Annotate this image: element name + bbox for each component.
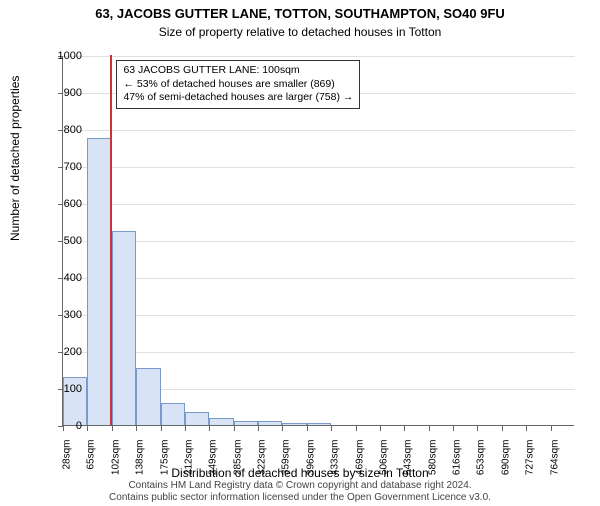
xtick-mark xyxy=(63,426,64,431)
gridline xyxy=(63,278,575,279)
ytick-mark xyxy=(58,167,63,168)
ytick-mark xyxy=(58,315,63,316)
histogram-bar xyxy=(258,421,282,425)
ytick-label: 200 xyxy=(64,346,82,358)
xtick-mark xyxy=(258,426,259,431)
ytick-label: 0 xyxy=(76,420,82,432)
xtick-mark xyxy=(551,426,552,431)
histogram-bar xyxy=(282,423,306,425)
property-marker-line xyxy=(110,55,112,425)
x-axis-label: Distribution of detached houses by size … xyxy=(0,466,600,480)
histogram-bar xyxy=(161,403,185,425)
gridline xyxy=(63,56,575,57)
footer-line-2: Contains public sector information licen… xyxy=(0,492,600,504)
gridline xyxy=(63,167,575,168)
footer-line-1: Contains HM Land Registry data © Crown c… xyxy=(0,480,600,492)
gridline xyxy=(63,352,575,353)
property-annotation: 63 JACOBS GUTTER LANE: 100sqm← 53% of de… xyxy=(116,60,360,109)
ytick-label: 700 xyxy=(64,161,82,173)
histogram-bar xyxy=(136,368,160,425)
xtick-mark xyxy=(429,426,430,431)
ytick-mark xyxy=(58,93,63,94)
ytick-label: 900 xyxy=(64,87,82,99)
xtick-mark xyxy=(161,426,162,431)
ytick-mark xyxy=(58,352,63,353)
histogram-bar xyxy=(112,231,136,425)
xtick-mark xyxy=(282,426,283,431)
xtick-mark xyxy=(307,426,308,431)
xtick-mark xyxy=(331,426,332,431)
xtick-mark xyxy=(502,426,503,431)
ytick-label: 500 xyxy=(64,235,82,247)
gridline xyxy=(63,130,575,131)
xtick-mark xyxy=(87,426,88,431)
xtick-mark xyxy=(380,426,381,431)
xtick-mark xyxy=(185,426,186,431)
histogram-bar xyxy=(87,138,111,425)
ytick-label: 1000 xyxy=(58,50,82,62)
histogram-bar xyxy=(209,418,233,425)
ytick-mark xyxy=(58,278,63,279)
histogram-bar xyxy=(307,423,331,425)
chart-title-address: 63, JACOBS GUTTER LANE, TOTTON, SOUTHAMP… xyxy=(0,6,600,21)
xtick-mark xyxy=(526,426,527,431)
ytick-label: 600 xyxy=(64,198,82,210)
chart-area: 28sqm65sqm102sqm138sqm175sqm212sqm249sqm… xyxy=(62,56,574,426)
xtick-mark xyxy=(404,426,405,431)
gridline xyxy=(63,204,575,205)
histogram-bar xyxy=(234,421,258,425)
ytick-mark xyxy=(58,130,63,131)
ytick-label: 800 xyxy=(64,124,82,136)
gridline xyxy=(63,241,575,242)
ytick-mark xyxy=(58,241,63,242)
xtick-mark xyxy=(209,426,210,431)
histogram-bar xyxy=(185,412,209,425)
xtick-mark xyxy=(136,426,137,431)
xtick-mark xyxy=(356,426,357,431)
ytick-mark xyxy=(58,204,63,205)
xtick-mark xyxy=(453,426,454,431)
annotation-line-1: 63 JACOBS GUTTER LANE: 100sqm xyxy=(123,64,353,78)
ytick-label: 400 xyxy=(64,272,82,284)
gridline xyxy=(63,315,575,316)
y-axis-label: Number of detached properties xyxy=(8,76,22,241)
ytick-label: 100 xyxy=(64,383,82,395)
ytick-label: 300 xyxy=(64,309,82,321)
annotation-line-3: 47% of semi-detached houses are larger (… xyxy=(123,91,353,105)
xtick-mark xyxy=(112,426,113,431)
xtick-mark xyxy=(234,426,235,431)
footer-attribution: Contains HM Land Registry data © Crown c… xyxy=(0,480,600,504)
chart-subtitle: Size of property relative to detached ho… xyxy=(0,25,600,39)
xtick-mark xyxy=(477,426,478,431)
plot-area: 28sqm65sqm102sqm138sqm175sqm212sqm249sqm… xyxy=(62,56,574,426)
annotation-line-2: ← 53% of detached houses are smaller (86… xyxy=(123,78,353,92)
